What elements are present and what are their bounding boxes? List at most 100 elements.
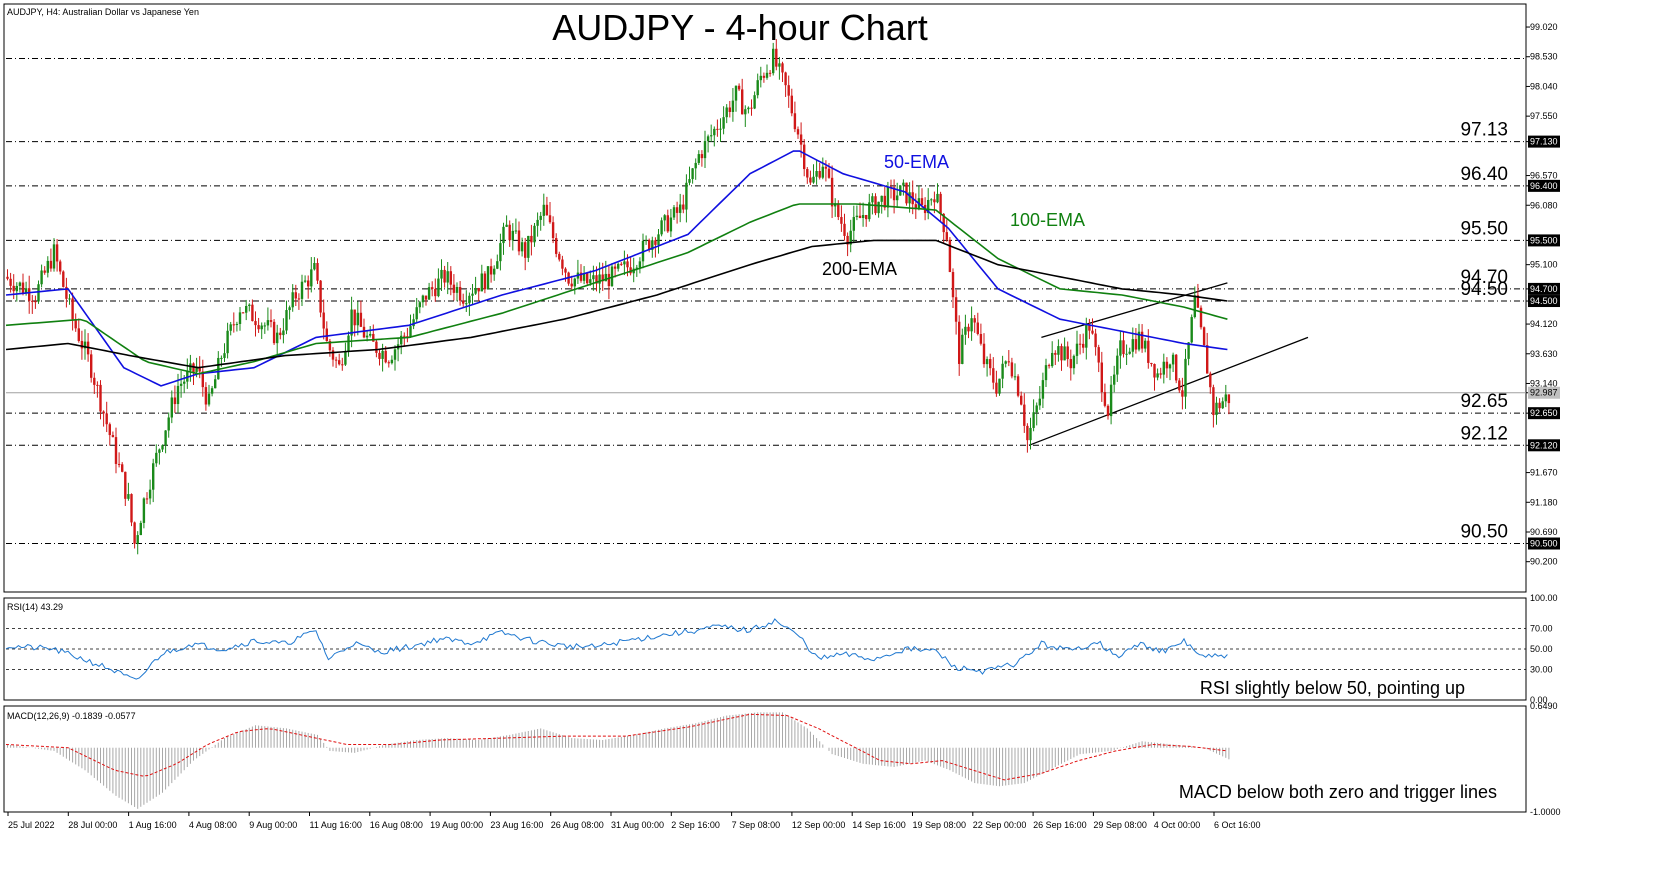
candle-body <box>710 135 713 137</box>
candle-body <box>1221 401 1224 409</box>
candle-body <box>220 357 223 359</box>
candle-body <box>976 322 979 334</box>
candle-body <box>1013 376 1017 378</box>
candle-body <box>613 266 617 269</box>
candle-body <box>744 109 747 115</box>
candle-body <box>471 293 474 296</box>
candle-body <box>799 134 803 145</box>
candle-body <box>750 107 753 109</box>
candle-body <box>121 464 124 472</box>
candle-body <box>152 463 155 490</box>
candle-body <box>1069 359 1072 369</box>
candle-body <box>170 397 173 418</box>
candle-body <box>815 171 818 177</box>
candle-body <box>796 129 800 135</box>
candle-body <box>341 364 344 366</box>
candle-body <box>666 215 669 232</box>
candle-body <box>582 273 586 281</box>
candle-body <box>1224 394 1227 402</box>
candle-body <box>418 302 421 308</box>
x-tick-label: 23 Aug 16:00 <box>490 820 543 830</box>
candle-body <box>117 463 121 465</box>
candle-body <box>1085 324 1088 348</box>
candle-body <box>133 522 136 544</box>
candle-body <box>545 204 549 216</box>
candle-body <box>725 107 728 118</box>
candle-body <box>1227 394 1231 404</box>
price-tick-label: 94.700 <box>1530 284 1558 294</box>
candle-body <box>1078 343 1082 345</box>
candle-body <box>59 261 62 272</box>
candle-body <box>1181 390 1184 397</box>
candle-body <box>316 263 319 281</box>
candle-body <box>954 297 958 322</box>
level-label: 94.70 <box>1460 267 1508 288</box>
candle-body <box>452 284 456 293</box>
candle-body <box>356 312 359 326</box>
candle-body <box>319 280 322 313</box>
candle-body <box>303 280 307 282</box>
candle-body <box>1094 333 1097 348</box>
candle-body <box>1125 353 1128 355</box>
candle-body <box>1035 405 1038 413</box>
candle-body <box>114 437 118 464</box>
candle-body <box>654 240 657 245</box>
candle-body <box>421 295 425 303</box>
candle-body <box>158 449 161 453</box>
candle-body <box>93 377 96 385</box>
ema-line-50-ema <box>5 150 1228 387</box>
candle-body <box>964 326 967 335</box>
candle-body <box>548 215 552 223</box>
candle-body <box>62 271 65 287</box>
candle-body <box>849 230 852 245</box>
candle-body <box>437 278 440 297</box>
level-label: 92.65 <box>1460 391 1508 412</box>
candle-body <box>1060 346 1063 361</box>
candle-body <box>908 192 911 204</box>
candle-body <box>675 207 679 213</box>
candle-body <box>1032 412 1035 428</box>
candle-body <box>486 266 490 290</box>
candle-body <box>238 312 242 324</box>
candle-body <box>37 284 40 302</box>
candle-body <box>1109 384 1113 417</box>
candle-body <box>638 261 642 268</box>
candle-body <box>865 214 868 220</box>
candle-body <box>251 304 254 322</box>
price-tick-label: 96.400 <box>1530 181 1558 191</box>
candle-body <box>1106 405 1110 417</box>
candle-body <box>322 312 325 329</box>
x-tick-label: 28 Jul 00:00 <box>68 820 117 830</box>
candle-body <box>489 266 493 275</box>
price-tick-box <box>1528 179 1560 192</box>
candle-body <box>601 274 604 282</box>
candle-body <box>703 141 707 159</box>
x-tick-label: 4 Oct 00:00 <box>1154 820 1201 830</box>
candle-body <box>65 286 68 299</box>
x-tick-label: 1 Aug 16:00 <box>129 820 177 830</box>
price-tick-box <box>1528 537 1560 550</box>
candle-body <box>499 243 502 262</box>
x-tick-label: 25 Jul 2022 <box>8 820 55 830</box>
candle-body <box>372 333 375 342</box>
candle-body <box>344 350 347 365</box>
candle-body <box>691 168 694 180</box>
candle-body <box>861 214 865 218</box>
candle-body <box>40 270 43 285</box>
candle-body <box>604 273 607 282</box>
candle-body <box>679 204 682 213</box>
candle-body <box>939 193 942 214</box>
price-tick-box <box>1528 234 1560 247</box>
candle-body <box>871 196 874 203</box>
candle-body <box>502 226 505 244</box>
candle-body <box>706 136 710 142</box>
candle-body <box>620 263 623 265</box>
candle-body <box>46 260 49 273</box>
candle-body <box>713 128 716 136</box>
candle-body <box>623 261 626 265</box>
candle-body <box>1131 339 1134 352</box>
candle-body <box>570 283 573 287</box>
candle-body <box>772 48 775 74</box>
candle-body <box>1113 374 1116 385</box>
candle-body <box>294 292 297 299</box>
